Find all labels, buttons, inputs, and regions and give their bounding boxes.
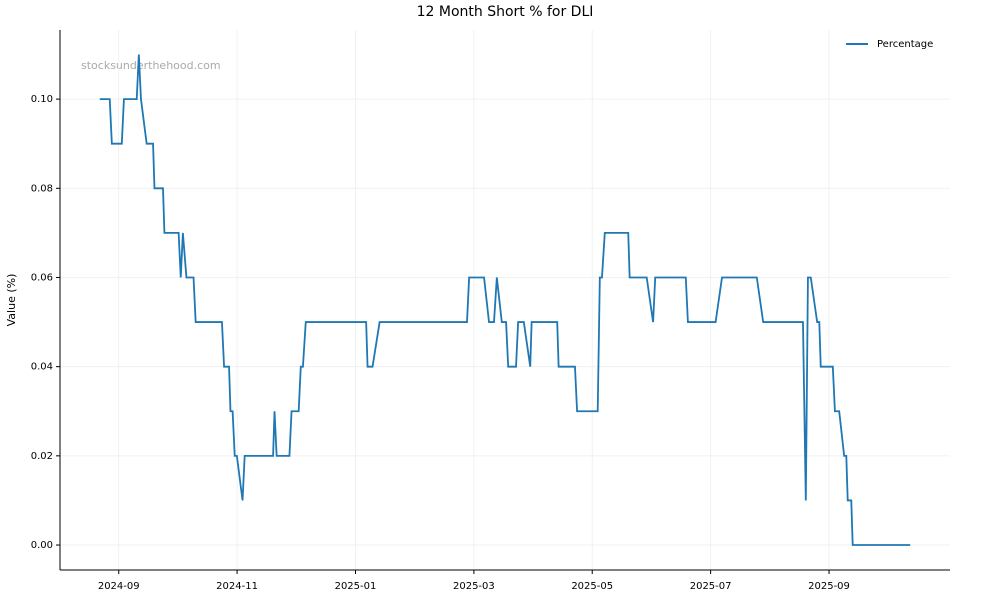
x-tick-label: 2024-09 <box>98 581 140 592</box>
y-tick-label: 0.08 <box>31 183 53 194</box>
y-axis-label: Value (%) <box>5 274 18 327</box>
x-tick-label: 2025-07 <box>690 581 732 592</box>
x-tick-label: 2025-05 <box>571 581 613 592</box>
y-tick-label: 0.02 <box>31 451 53 462</box>
x-tick-label: 2025-01 <box>335 581 377 592</box>
legend-label: Percentage <box>877 39 933 50</box>
chart-title: 12 Month Short % for DLI <box>417 4 594 20</box>
x-tick-label: 2025-09 <box>808 581 850 592</box>
x-tick-label: 2024-11 <box>216 581 258 592</box>
y-tick-label: 0.04 <box>31 362 53 373</box>
y-tick-label: 0.06 <box>31 272 53 283</box>
line-series <box>99 54 911 546</box>
x-tick-label: 2025-03 <box>453 581 495 592</box>
y-tick-label: 0.00 <box>31 540 53 551</box>
watermark: stocksunderthehood.com <box>81 59 221 72</box>
y-tick-label: 0.10 <box>31 94 53 105</box>
